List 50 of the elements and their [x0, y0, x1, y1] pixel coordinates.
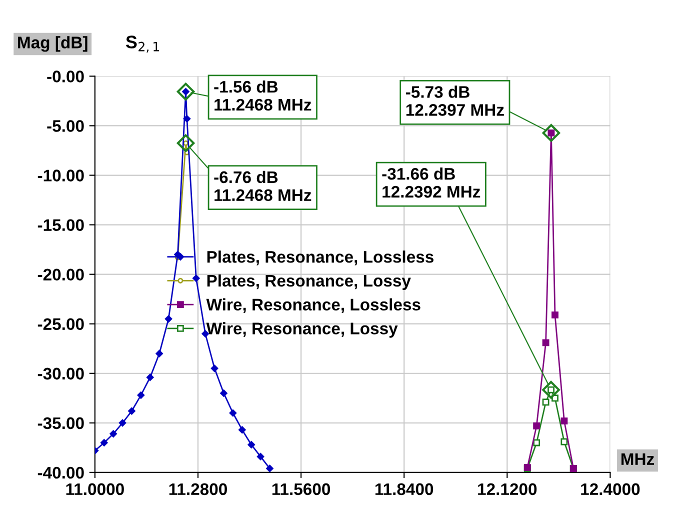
annotation: -1.56 dB 11.2468 MHz [214, 80, 312, 111]
y-tick-label: -40.00 [38, 466, 84, 479]
legend-label: Wire, Resonance, Lossy [206, 322, 398, 338]
legend-label: Plates, Resonance, Lossless [207, 250, 434, 266]
point [164, 315, 172, 323]
x-tick-label: 12.4000 [581, 483, 640, 496]
point [128, 407, 136, 415]
x-tick-label: 12.1200 [478, 483, 537, 496]
point [266, 464, 274, 472]
point [248, 441, 255, 448]
x-tick-label: 11.5600 [272, 483, 330, 496]
point [192, 274, 200, 282]
point [118, 419, 126, 427]
point [533, 439, 540, 446]
chart-title: S$_{2,1}$ [126, 36, 160, 53]
y-tick-label: -20.00 [38, 268, 84, 281]
point [542, 398, 550, 406]
point [220, 390, 228, 397]
y-tick-label: -5.00 [47, 120, 84, 132]
point [146, 374, 154, 381]
annotation: -6.76 dB 11.2468 MHz [214, 170, 312, 202]
y-tick-label: -15.00 [38, 219, 84, 231]
point [256, 452, 264, 460]
x-tick-label: 11.0000 [66, 483, 124, 496]
point [229, 409, 237, 417]
point [542, 339, 550, 346]
annotation: -31.66 dB 12.2392 MHz [382, 168, 480, 198]
legend-label: Wire, Resonance, Lossless [206, 298, 420, 313]
point [560, 417, 568, 424]
point [110, 430, 117, 438]
point [210, 364, 218, 372]
point [183, 115, 191, 122]
x-tick-label: 11.8400 [375, 483, 434, 496]
point [552, 311, 558, 318]
point [560, 438, 568, 446]
y-axis-title: Mag [dB] [18, 36, 88, 52]
y-tick-label: -30.00 [38, 368, 84, 380]
x-axis-title: MHz [621, 453, 654, 465]
legend-label: Plates, Resonance, Lossy [207, 274, 411, 290]
x-tick-label: 11.2800 [169, 483, 227, 496]
point [100, 439, 108, 446]
y-tick-label: -10.00 [38, 170, 84, 182]
y-tick-label: -25.00 [38, 318, 84, 330]
point [156, 350, 163, 358]
point [238, 426, 246, 434]
y-tick-label: -35.00 [38, 417, 84, 430]
annotation: -5.73 dB 12.2397 MHz [406, 86, 504, 116]
point [533, 422, 540, 430]
y-tick-label: -0.00 [47, 70, 84, 82]
point [137, 392, 145, 399]
